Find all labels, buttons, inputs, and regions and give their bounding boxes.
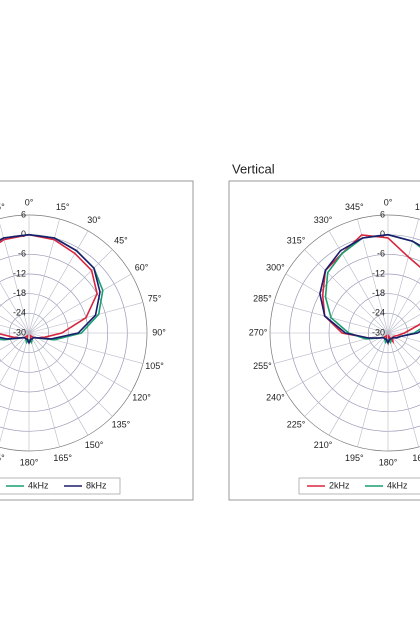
r-tick-label: -12: [13, 268, 26, 278]
chart-frame: [0, 180, 194, 501]
legend-box: [298, 477, 420, 495]
grid-spoke: [0, 282, 30, 334]
theta-tick-label: 195°: [345, 453, 364, 463]
theta-tick-label: 330°: [314, 215, 333, 225]
grid-spoke: [28, 332, 60, 448]
grid-spoke: [387, 332, 420, 366]
theta-tick-label: 345°: [0, 202, 5, 212]
grid-spoke: [28, 332, 132, 393]
theta-tick-label: 105°: [145, 361, 164, 371]
r-tick-label: -12: [372, 268, 385, 278]
theta-tick-label: 15°: [415, 202, 420, 212]
r-tick-label: 0: [380, 229, 385, 239]
grid-spoke: [387, 300, 420, 334]
r-tick-label: -24: [13, 308, 26, 318]
theta-tick-label: 270°: [249, 327, 268, 337]
theta-tick-label: 300°: [266, 262, 285, 272]
theta-tick-label: 240°: [266, 392, 285, 402]
r-tick-label: -18: [372, 288, 385, 298]
grid-spoke: [285, 332, 389, 393]
r-tick-label: 6: [21, 209, 26, 219]
theta-tick-label: 180°: [20, 457, 39, 467]
legend-label: 2kHz: [329, 480, 350, 490]
chart-frame: [228, 180, 420, 501]
series-line: [324, 233, 420, 345]
series-line: [0, 233, 101, 345]
grid-spoke: [0, 315, 30, 334]
theta-tick-label: 225°: [287, 419, 306, 429]
r-tick-label: 6: [380, 209, 385, 219]
grid-spoke: [328, 230, 389, 334]
grid-spoke: [328, 332, 389, 436]
grid-spoke: [0, 303, 30, 334]
legend-label: 4kHz: [387, 480, 408, 490]
grid-spoke: [28, 273, 132, 334]
r-tick-label: -18: [13, 288, 26, 298]
legend-label: 8kHz: [86, 480, 107, 490]
grid-spoke: [387, 332, 420, 390]
theta-tick-label: 195°: [0, 453, 5, 463]
chart-title: Vertical: [232, 161, 275, 176]
theta-tick-label: 45°: [114, 235, 128, 245]
theta-tick-label: 255°: [253, 361, 272, 371]
grid-spoke: [304, 249, 389, 334]
theta-tick-label: 315°: [287, 235, 306, 245]
theta-tick-label: 150°: [85, 440, 104, 450]
legend-label: 4kHz: [28, 480, 49, 490]
theta-tick-label: 135°: [112, 419, 131, 429]
theta-tick-label: 75°: [148, 294, 162, 304]
theta-tick-label: 345°: [345, 202, 364, 212]
theta-tick-label: 210°: [314, 440, 333, 450]
theta-tick-label: 90°: [152, 327, 166, 337]
polar-chart: Vertical0°15°30°45°60°75°90°105°120°135°…: [228, 161, 420, 501]
grid-spoke: [387, 332, 419, 448]
polar-chart: 0° 15° 30° 45° 60° 75° 90° 105° 120° 135° 150° 165°…: [0, 180, 194, 501]
r-tick-label: -24: [372, 308, 385, 318]
series-line: [319, 233, 420, 345]
theta-tick-label: 60°: [135, 262, 149, 272]
grid-spoke: [387, 314, 420, 334]
grid-spoke: [28, 249, 113, 334]
theta-tick-label: 15°: [56, 202, 70, 212]
theta-tick-label: 285°: [253, 294, 272, 304]
r-tick-label: -6: [18, 249, 26, 259]
grid-spoke: [387, 324, 420, 334]
theta-tick-label: 0°: [384, 197, 393, 207]
r-tick-label: 0: [21, 229, 26, 239]
grid-spoke: [357, 332, 389, 448]
theta-tick-label: 0°: [25, 197, 34, 207]
theta-tick-label: 165°: [53, 453, 72, 463]
series-line: [0, 233, 104, 345]
legend-box: [0, 477, 121, 495]
grid-spoke: [387, 218, 419, 334]
grid-spoke: [0, 332, 30, 443]
grid-spoke: [387, 332, 420, 342]
theta-tick-label: 165°: [412, 453, 420, 463]
grid-spoke: [285, 273, 389, 334]
theta-tick-label: 120°: [132, 392, 151, 402]
r-tick-label: -30: [372, 327, 385, 337]
grid-spoke: [0, 324, 30, 334]
grid-spoke: [304, 332, 389, 417]
grid-spoke: [28, 332, 113, 417]
theta-tick-label: 30°: [87, 215, 101, 225]
grid-spoke: [387, 276, 420, 334]
grid-spoke: [0, 332, 30, 363]
grid-spoke: [387, 332, 420, 352]
theta-tick-label: 180°: [379, 457, 398, 467]
grid-spoke: [0, 332, 30, 351]
r-tick-label: -6: [377, 249, 385, 259]
r-tick-label: -30: [13, 327, 26, 337]
grid-spoke: [28, 230, 89, 334]
grid-spoke: [0, 332, 30, 384]
grid-spoke: [28, 332, 89, 436]
